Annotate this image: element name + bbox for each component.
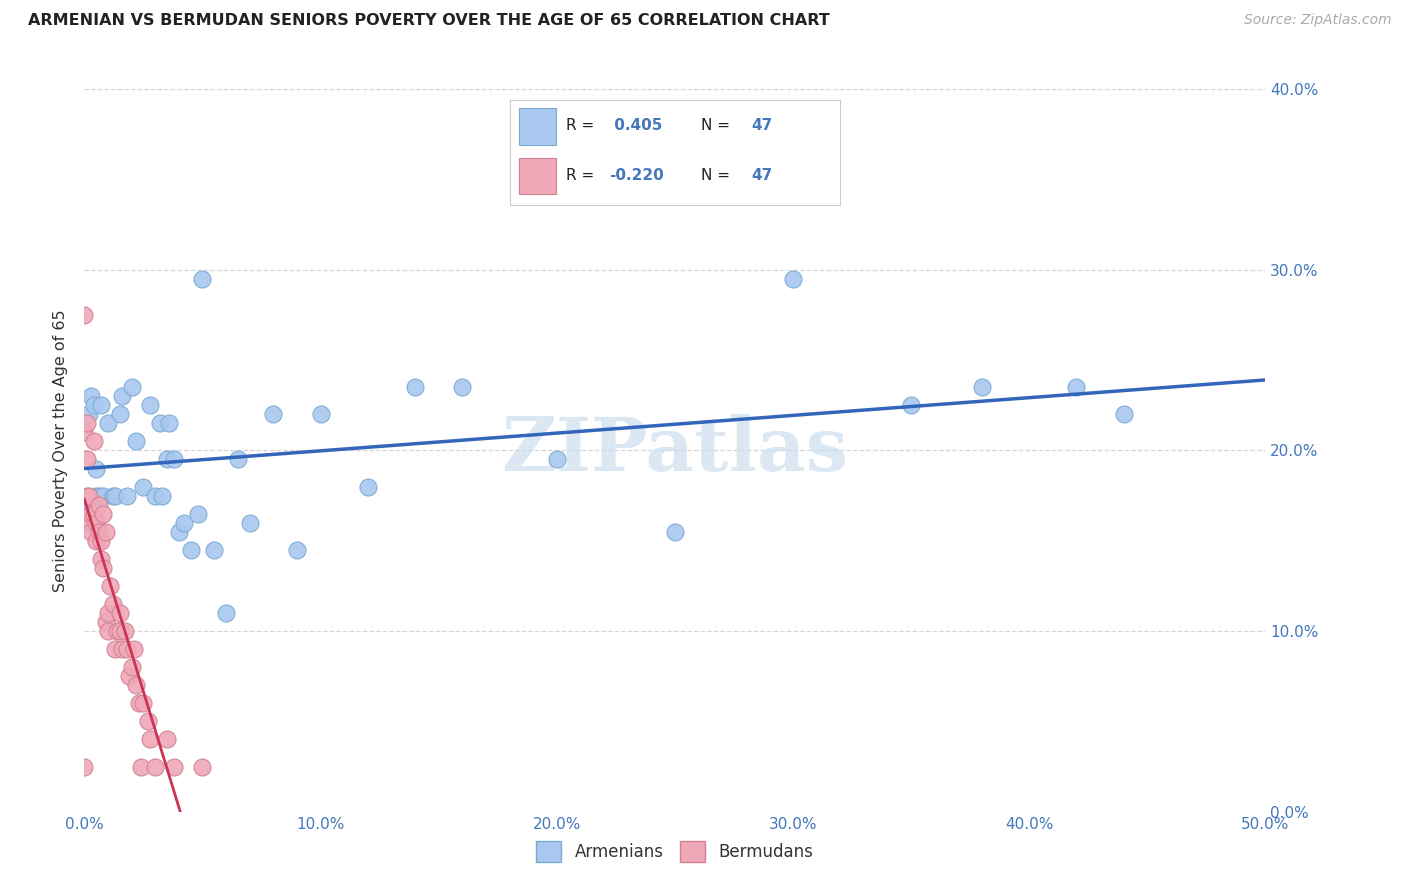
- Text: ARMENIAN VS BERMUDAN SENIORS POVERTY OVER THE AGE OF 65 CORRELATION CHART: ARMENIAN VS BERMUDAN SENIORS POVERTY OVE…: [28, 13, 830, 29]
- Point: [97, 624, 120, 639]
- Point: [132, 480, 155, 494]
- Point: [107, 624, 129, 639]
- Point: [115, 489, 138, 503]
- Point: [115, 642, 138, 657]
- Point: [451, 380, 474, 394]
- Point: [187, 507, 209, 521]
- Text: Source: ZipAtlas.com: Source: ZipAtlas.com: [1244, 13, 1392, 28]
- Point: [73, 516, 96, 530]
- Point: [77, 407, 100, 421]
- Point: [664, 524, 686, 539]
- Point: [87, 524, 110, 539]
- Point: [87, 498, 110, 512]
- Point: [90, 533, 112, 548]
- Point: [900, 398, 922, 412]
- Point: [101, 489, 124, 503]
- Point: [97, 417, 120, 431]
- Point: [357, 480, 380, 494]
- Legend: Armenians, Bermudans: Armenians, Bermudans: [530, 835, 820, 869]
- Point: [76, 417, 98, 431]
- Point: [129, 759, 152, 773]
- Point: [163, 452, 186, 467]
- Point: [101, 597, 124, 611]
- Point: [104, 642, 127, 657]
- Point: [136, 714, 159, 729]
- Point: [114, 624, 136, 639]
- Point: [80, 498, 103, 512]
- Point: [84, 461, 107, 475]
- Point: [108, 606, 131, 620]
- Point: [94, 524, 117, 539]
- Point: [83, 434, 105, 449]
- Point: [80, 507, 103, 521]
- Point: [143, 759, 166, 773]
- Point: [1112, 407, 1135, 421]
- Point: [83, 398, 105, 412]
- Point: [83, 507, 105, 521]
- Point: [157, 417, 180, 431]
- Point: [90, 551, 112, 566]
- Point: [108, 407, 131, 421]
- Point: [285, 542, 308, 557]
- Point: [239, 516, 262, 530]
- Point: [121, 660, 143, 674]
- Point: [546, 452, 568, 467]
- Point: [167, 524, 190, 539]
- Point: [80, 524, 103, 539]
- Point: [73, 425, 96, 440]
- Point: [173, 516, 195, 530]
- Point: [156, 452, 179, 467]
- Point: [77, 489, 100, 503]
- Point: [73, 308, 96, 322]
- Point: [202, 542, 225, 557]
- Point: [94, 615, 117, 629]
- Point: [91, 561, 114, 575]
- Point: [87, 489, 110, 503]
- Point: [76, 489, 98, 503]
- Point: [104, 489, 127, 503]
- Point: [215, 606, 238, 620]
- Point: [125, 434, 148, 449]
- Point: [191, 272, 214, 286]
- Point: [97, 606, 120, 620]
- Point: [262, 407, 284, 421]
- Point: [163, 759, 186, 773]
- Point: [128, 696, 150, 710]
- Point: [118, 669, 141, 683]
- Point: [143, 489, 166, 503]
- Point: [139, 398, 162, 412]
- Point: [149, 417, 172, 431]
- Point: [191, 759, 214, 773]
- Point: [1066, 380, 1088, 394]
- Point: [77, 516, 100, 530]
- Point: [782, 272, 804, 286]
- Point: [73, 759, 96, 773]
- Point: [121, 380, 143, 394]
- Point: [132, 696, 155, 710]
- Point: [150, 489, 173, 503]
- Point: [122, 642, 145, 657]
- Point: [156, 732, 179, 747]
- Point: [91, 489, 114, 503]
- Point: [180, 542, 202, 557]
- Point: [76, 452, 98, 467]
- Point: [404, 380, 426, 394]
- Point: [90, 398, 112, 412]
- Point: [108, 624, 131, 639]
- Point: [111, 389, 134, 403]
- Point: [98, 579, 121, 593]
- Point: [970, 380, 993, 394]
- Point: [84, 516, 107, 530]
- Point: [84, 489, 107, 503]
- Point: [84, 533, 107, 548]
- Point: [309, 407, 332, 421]
- Point: [139, 732, 162, 747]
- Point: [226, 452, 249, 467]
- Y-axis label: Seniors Poverty Over the Age of 65: Seniors Poverty Over the Age of 65: [53, 310, 69, 591]
- Text: ZIPatlas: ZIPatlas: [502, 414, 848, 487]
- Point: [91, 507, 114, 521]
- Point: [125, 678, 148, 692]
- Point: [80, 389, 103, 403]
- Point: [111, 642, 134, 657]
